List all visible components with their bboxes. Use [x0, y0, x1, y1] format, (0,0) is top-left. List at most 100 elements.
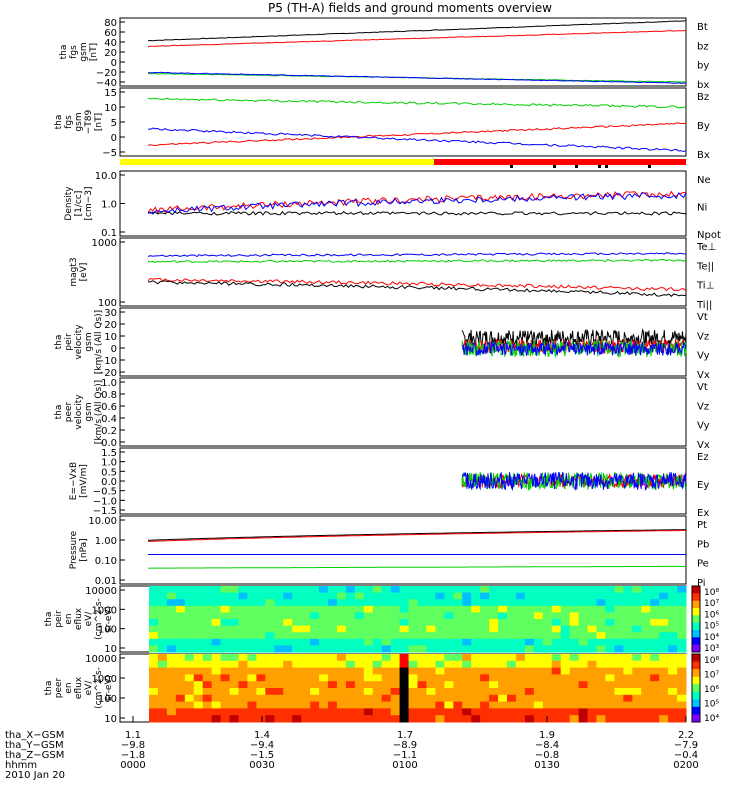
y-tick-label: −20	[96, 68, 117, 79]
spectrogram-cell	[345, 586, 356, 594]
spectrogram-cell	[354, 625, 365, 633]
spectrogram-cell	[668, 619, 678, 627]
spectrogram-cell	[283, 701, 293, 709]
spectrogram-cell	[515, 619, 526, 627]
spectrogram-cell	[202, 592, 213, 600]
spectrogram-cell	[256, 715, 266, 723]
spectrogram-cell	[149, 667, 159, 675]
spectrogram-cell	[533, 592, 544, 600]
spectrogram-cell	[157, 632, 168, 640]
spectrogram-cell	[632, 694, 642, 703]
spectrogram-cell	[515, 715, 526, 723]
spectrogram-cell	[345, 592, 356, 600]
spectrogram-cell	[202, 688, 213, 696]
spectrogram-cell	[533, 688, 544, 696]
spectrogram-cell	[668, 612, 678, 620]
y-label-line: peir	[64, 333, 74, 351]
spectrogram-cell	[659, 612, 669, 620]
x-row-label: tha_Y−GSM	[5, 740, 64, 751]
colorbar-label: 10⁵	[704, 622, 719, 632]
spectrogram-cell	[650, 592, 660, 600]
spectrogram-cell	[166, 708, 177, 716]
series-bz	[147, 30, 687, 48]
spectrogram-cell	[489, 701, 499, 709]
spectrogram-cell	[417, 612, 427, 620]
spectrogram-cell	[319, 701, 329, 709]
spectrogram-cell	[578, 654, 589, 662]
spectrogram-cell	[471, 667, 481, 675]
legend-Ez: Ez	[697, 452, 709, 463]
spectrogram-cell	[363, 660, 374, 669]
y-label-line: [nT]	[89, 43, 99, 61]
spectrogram-cell	[596, 586, 606, 594]
spectrogram-cell	[605, 688, 615, 696]
spectrogram-cell	[319, 645, 329, 653]
spectrogram-cell	[211, 694, 222, 703]
spectrogram-cell	[489, 654, 499, 662]
spectrogram-cell	[301, 599, 311, 607]
spectrogram-cell	[569, 667, 580, 675]
series-Pb	[147, 530, 686, 542]
spectrogram-cell	[166, 599, 177, 607]
spectrogram-cell	[381, 638, 392, 646]
y-label-line: tha	[59, 45, 69, 60]
y-axis-label: tha peir velocity gsm [km/s (All Qs)]	[54, 310, 104, 374]
spectrogram-cell	[471, 592, 481, 600]
spectrogram-cell	[328, 667, 338, 675]
spectrogram-cell	[238, 599, 248, 607]
spectrogram-cell	[301, 586, 311, 594]
spectrogram-cell	[524, 674, 535, 682]
spectrogram-cell	[184, 586, 195, 594]
spectrogram-cell	[668, 701, 678, 709]
spectrogram-cell	[578, 674, 589, 682]
spectrogram-cell	[390, 694, 401, 703]
spectrogram-cell	[408, 715, 418, 723]
spectrogram-cell	[256, 660, 266, 669]
colorbar-segment	[692, 684, 700, 693]
spectrogram-cell	[211, 605, 222, 613]
spectrogram-cell	[363, 605, 374, 613]
spectrogram-cell	[274, 612, 284, 620]
spectrogram-cell	[605, 660, 615, 669]
spectrogram-cell	[157, 638, 168, 646]
x-row-label: tha_X−GSM	[5, 730, 64, 741]
spectrogram-cell	[444, 619, 454, 627]
spectrogram-cell	[533, 694, 544, 703]
series-Bt	[147, 20, 687, 42]
spectrogram-cell	[507, 592, 517, 600]
spectrogram-cell	[542, 708, 553, 716]
spectrogram-cell	[202, 612, 213, 620]
spectrogram-cell	[417, 660, 427, 669]
y-tick-label: 30	[104, 308, 117, 319]
spectrogram-cell	[417, 619, 427, 627]
spectrogram-cell	[354, 667, 365, 675]
spectrogram-cell	[659, 632, 669, 640]
spectrogram-cell	[614, 619, 624, 627]
spectrogram-cell	[632, 645, 642, 653]
spectrogram-cell	[623, 715, 633, 723]
spectrogram-cell	[175, 715, 186, 723]
spectrogram-cell	[229, 715, 239, 723]
spectrogram-cell	[435, 694, 445, 703]
legend-Vt: Vt	[697, 382, 708, 393]
y-tick-label: 10.00	[88, 516, 117, 527]
spectrogram-cell	[533, 654, 544, 662]
spectrogram-cell	[372, 681, 383, 689]
spectrogram-cell	[507, 667, 517, 675]
spectrogram-cell	[668, 715, 678, 723]
spectrogram-cell	[417, 625, 427, 633]
spectrogram-cell	[247, 632, 257, 640]
spectrogram-cell	[166, 660, 177, 669]
spectrogram-cell	[524, 592, 535, 600]
spectrogram-cell	[301, 654, 311, 662]
legend-Ne: Ne	[697, 175, 711, 186]
y-label-line: sr-eV)	[104, 606, 114, 632]
spectrogram-cell	[265, 612, 275, 620]
spectrogram-cell	[605, 674, 615, 682]
y-label-line: eV/	[84, 611, 94, 627]
spectrogram-cell	[659, 599, 669, 607]
spectrogram-cell	[274, 654, 284, 662]
spectrogram-cell	[605, 667, 615, 675]
spectrogram-cell	[149, 708, 159, 716]
